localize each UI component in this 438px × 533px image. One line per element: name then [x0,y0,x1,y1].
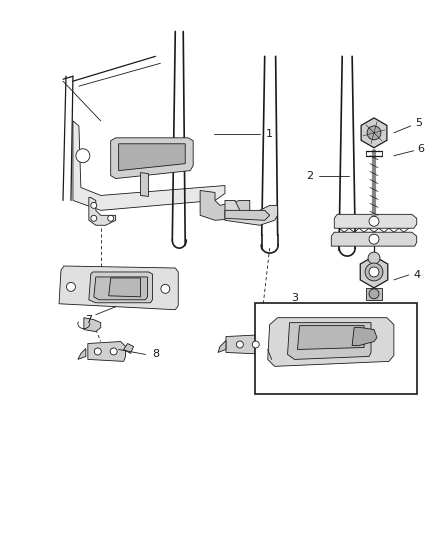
Circle shape [369,234,379,244]
Polygon shape [89,197,116,225]
Polygon shape [141,173,148,197]
Polygon shape [366,288,382,300]
Polygon shape [361,118,387,148]
Bar [255,303,417,394]
Polygon shape [94,277,148,300]
Polygon shape [270,336,279,346]
Polygon shape [109,278,141,297]
Polygon shape [334,214,417,228]
Polygon shape [225,200,278,225]
Polygon shape [288,322,371,359]
Circle shape [161,285,170,293]
Polygon shape [297,326,364,350]
Polygon shape [84,318,101,332]
Circle shape [108,215,114,221]
Polygon shape [73,121,225,211]
Circle shape [110,348,117,355]
Circle shape [252,341,259,348]
Text: 3: 3 [291,293,298,303]
Circle shape [67,282,75,292]
Text: 2: 2 [306,171,313,181]
Polygon shape [78,349,86,359]
Circle shape [369,216,379,226]
Text: 4: 4 [413,270,420,280]
Polygon shape [119,144,185,171]
Text: 6: 6 [417,144,424,154]
Polygon shape [360,256,388,288]
Circle shape [91,203,97,208]
Circle shape [369,289,379,299]
Polygon shape [124,343,134,353]
Text: 8: 8 [152,350,159,359]
Polygon shape [226,335,272,354]
Text: 5: 5 [415,118,422,128]
Text: 1: 1 [266,129,273,139]
Polygon shape [352,328,377,345]
Polygon shape [331,232,417,246]
Polygon shape [268,318,394,366]
Circle shape [94,348,101,355]
Circle shape [76,149,90,163]
Circle shape [91,215,97,221]
Circle shape [237,341,244,348]
Polygon shape [225,211,270,220]
Polygon shape [88,342,126,361]
Circle shape [367,126,381,140]
Text: 7: 7 [85,314,92,325]
Polygon shape [200,190,250,220]
Circle shape [369,267,379,277]
Polygon shape [218,341,226,352]
Circle shape [368,252,380,264]
Polygon shape [89,272,152,303]
Circle shape [365,263,383,281]
Polygon shape [111,138,193,179]
Polygon shape [59,266,178,310]
